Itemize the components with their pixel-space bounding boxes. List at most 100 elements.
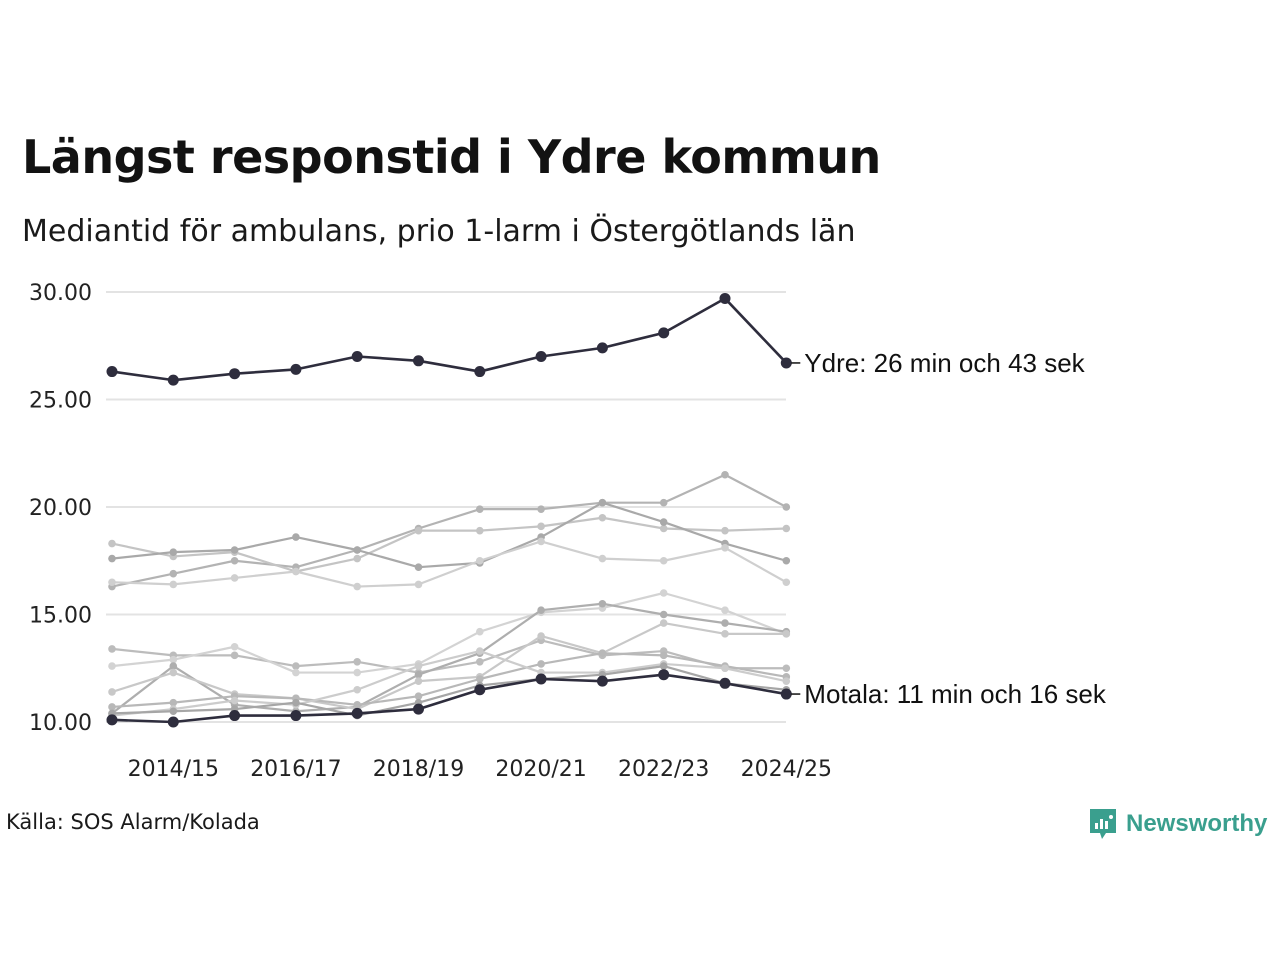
series-kommun-i xyxy=(108,649,791,711)
y-axis-tick-labels: 10.00 15.00 20.00 25.00 30.00 xyxy=(29,281,92,736)
data-point xyxy=(721,526,729,535)
data-point xyxy=(719,677,731,689)
x-tick-label: 2014/15 xyxy=(128,757,219,782)
data-point xyxy=(535,673,547,685)
series-motala xyxy=(106,669,792,728)
chart-subtitle: Mediantid för ambulans, prio 1-larm i Ös… xyxy=(22,214,856,249)
data-point xyxy=(658,669,670,681)
data-point xyxy=(414,670,423,679)
series-kommun-e xyxy=(108,636,791,677)
data-point xyxy=(353,701,362,709)
data-point xyxy=(598,498,607,507)
data-point xyxy=(230,651,239,660)
data-point xyxy=(413,703,424,715)
x-axis-tick-labels: 2014/15 2016/17 2018/19 2020/21 2022/23 2024/… xyxy=(128,757,832,782)
data-point xyxy=(414,692,423,700)
data-point xyxy=(780,357,792,369)
data-point xyxy=(537,537,545,546)
x-tick-label: 2020/21 xyxy=(495,757,586,782)
data-point xyxy=(476,526,484,535)
data-point xyxy=(169,580,178,589)
data-point xyxy=(351,351,363,362)
series-end-label-ydre: Ydre: 26 min och 43 sek xyxy=(804,348,1085,378)
y-tick-label: 30.00 xyxy=(29,281,92,306)
data-point xyxy=(353,582,362,591)
data-point xyxy=(659,556,668,565)
series-line xyxy=(111,473,787,588)
data-point xyxy=(292,698,300,707)
data-point xyxy=(169,668,178,677)
data-point xyxy=(537,606,545,614)
data-point xyxy=(353,546,362,554)
data-point xyxy=(598,649,607,657)
y-tick-label: 25.00 xyxy=(29,389,92,414)
series-line xyxy=(111,540,787,588)
data-point xyxy=(782,664,791,673)
data-point xyxy=(229,368,241,380)
data-point xyxy=(353,554,362,563)
data-point xyxy=(659,589,668,597)
series-line xyxy=(111,297,788,382)
data-point xyxy=(108,688,116,696)
data-point xyxy=(351,707,363,719)
x-tick-label: 2022/23 xyxy=(618,757,709,782)
x-tick-label: 2024/25 xyxy=(741,757,832,782)
data-point xyxy=(414,580,423,589)
grid-lines xyxy=(106,291,786,723)
source-note: Källa: SOS Alarm/Kolada xyxy=(6,810,260,834)
data-point xyxy=(414,563,423,571)
data-point xyxy=(108,554,116,563)
data-point xyxy=(476,647,484,655)
data-point xyxy=(476,658,484,666)
data-point xyxy=(292,662,300,670)
chart-title: Längst responstid i Ydre kommun xyxy=(22,130,881,184)
data-point xyxy=(108,539,116,548)
data-point xyxy=(414,677,423,685)
y-tick-label: 10.00 xyxy=(29,711,92,736)
data-point xyxy=(167,716,179,728)
y-tick-label: 20.00 xyxy=(29,496,92,521)
data-point xyxy=(659,524,668,533)
data-point xyxy=(169,698,178,707)
data-point xyxy=(230,642,239,651)
data-point xyxy=(659,662,668,670)
data-point xyxy=(292,533,300,541)
data-point xyxy=(537,522,545,531)
series-line xyxy=(111,501,787,569)
data-point xyxy=(414,662,423,670)
data-point xyxy=(782,677,791,685)
series-end-label-motala: Motala: 11 min och 16 sek xyxy=(804,679,1107,709)
data-point xyxy=(108,703,116,711)
series-line xyxy=(111,664,787,717)
data-point xyxy=(106,714,118,726)
x-tick-label: 2018/19 xyxy=(373,757,464,782)
data-point xyxy=(782,503,791,511)
data-point xyxy=(106,366,118,378)
data-point xyxy=(230,696,239,705)
data-point xyxy=(721,664,729,673)
data-point xyxy=(169,655,178,664)
data-point xyxy=(782,556,791,565)
data-point xyxy=(230,546,239,554)
data-point xyxy=(353,668,362,677)
data-point xyxy=(292,567,300,576)
data-point xyxy=(780,688,792,700)
data-point xyxy=(353,685,362,694)
data-point xyxy=(721,470,729,479)
series-line xyxy=(111,621,787,711)
data-point xyxy=(659,619,668,627)
data-point xyxy=(169,707,178,716)
data-point xyxy=(721,544,729,552)
data-point xyxy=(659,498,668,507)
data-point xyxy=(229,710,241,722)
brand-name: Newsworthy xyxy=(1126,810,1268,837)
series-kommun-j xyxy=(108,647,791,720)
data-point xyxy=(659,518,668,526)
data-point xyxy=(476,627,484,636)
series-kommun-a xyxy=(108,470,791,591)
data-point xyxy=(659,610,668,619)
data-point xyxy=(108,645,116,653)
data-point xyxy=(474,366,486,378)
data-point xyxy=(169,569,178,578)
